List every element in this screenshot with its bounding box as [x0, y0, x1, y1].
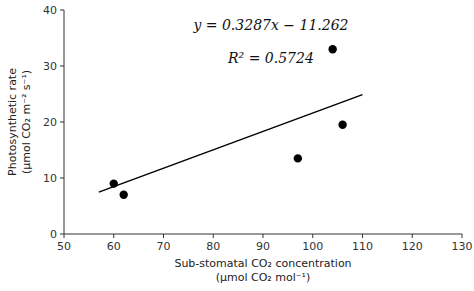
x-tick — [412, 234, 413, 238]
annotations: y = 0.3287x − 11.262 R² = 0.5724 — [192, 17, 348, 67]
y-axis-label-line: Photosynthetic rate — [6, 68, 19, 176]
regression-line — [99, 95, 363, 193]
x-tick-label: 130 — [452, 240, 473, 253]
chart: 50 60 70 80 90 100 110 120 130 0 10 20 30 40 Sub-stoma… — [0, 0, 474, 291]
x-tick-label: 50 — [57, 240, 71, 253]
scatter-point — [294, 154, 302, 162]
x-tick-label: 90 — [256, 240, 270, 253]
x-axis-label-line: Sub-stomatal CO₂ concentration — [174, 257, 351, 270]
x-tick — [362, 234, 363, 238]
scatter-point — [328, 45, 336, 53]
y-tick-label: 10 — [43, 172, 57, 185]
y-tick-label: 20 — [43, 116, 57, 129]
y-tick — [60, 122, 64, 123]
y-axis-label: Photosynthetic rate(μmol CO₂ m⁻² s⁻¹) — [6, 68, 33, 176]
y-tick — [60, 10, 64, 11]
x-tick-label: 70 — [157, 240, 171, 253]
scatter-point — [338, 121, 346, 129]
x-tick — [113, 234, 114, 238]
x-tick-label: 120 — [402, 240, 423, 253]
x-tick — [213, 234, 214, 238]
y-axis-label-line: (μmol CO₂ m⁻² s⁻¹) — [20, 70, 33, 174]
annotation: R² = 0.5724 — [227, 50, 314, 66]
scatter-point — [120, 191, 128, 199]
y-tick — [60, 234, 64, 235]
y-tick-label: 30 — [43, 60, 57, 73]
y-tick — [60, 66, 64, 67]
y-tick-label: 0 — [50, 228, 57, 241]
annotation: y = 0.3287x − 11.262 — [192, 17, 348, 33]
x-tick-label: 110 — [352, 240, 373, 253]
x-tick — [263, 234, 264, 238]
y-tick-label: 40 — [43, 4, 57, 17]
x-axis-label: Sub-stomatal CO₂ concentration(μmol CO₂ … — [174, 257, 351, 284]
x-tick — [163, 234, 164, 238]
x-tick — [462, 234, 463, 238]
x-tick-label: 100 — [302, 240, 323, 253]
x-axis-label-line: (μmol CO₂ mol⁻¹) — [216, 271, 311, 284]
x-tick — [312, 234, 313, 238]
plot-data — [99, 45, 363, 199]
x-tick — [64, 234, 65, 238]
x-tick-label: 80 — [206, 240, 220, 253]
page: {"chart_data": { "type": "scatter", "x_l… — [0, 0, 474, 291]
y-tick — [60, 178, 64, 179]
axes: 50 60 70 80 90 100 110 120 130 0 10 20 30 40 — [43, 4, 473, 253]
x-tick-label: 60 — [107, 240, 121, 253]
